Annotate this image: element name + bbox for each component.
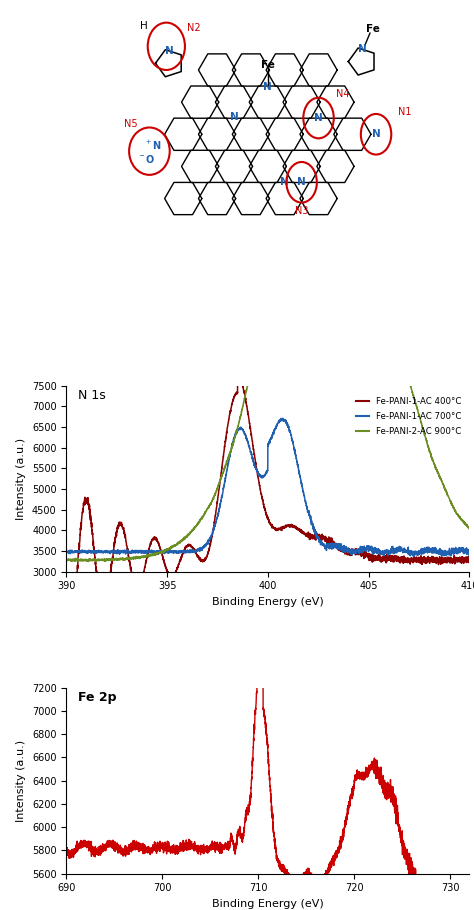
Text: H: H: [140, 21, 148, 31]
X-axis label: Binding Energy (eV): Binding Energy (eV): [212, 597, 324, 607]
Text: N1: N1: [398, 107, 411, 117]
Text: N: N: [372, 129, 381, 139]
Text: Fe 2p: Fe 2p: [78, 691, 117, 703]
Text: N: N: [314, 113, 323, 123]
Text: Fe: Fe: [366, 24, 380, 34]
Text: $^+$N: $^+$N: [145, 138, 163, 152]
Text: N: N: [165, 46, 174, 56]
Text: N3: N3: [295, 206, 309, 216]
Text: $^-$O: $^-$O: [137, 153, 155, 165]
Text: N4: N4: [336, 89, 350, 99]
Text: Fe: Fe: [261, 60, 275, 70]
Text: N: N: [280, 177, 289, 187]
Text: N: N: [297, 177, 306, 187]
Y-axis label: Intensity (a.u.): Intensity (a.u.): [16, 740, 27, 822]
Text: N: N: [229, 112, 238, 122]
X-axis label: Binding Energy (eV): Binding Energy (eV): [212, 899, 324, 909]
Text: N: N: [358, 44, 367, 54]
Text: N: N: [264, 82, 272, 92]
Text: N5: N5: [124, 119, 137, 129]
Text: N 1s: N 1s: [78, 389, 106, 401]
Legend: Fe-PANI-1-AC 400°C, Fe-PANI-1-AC 700°C, Fe-PANI-2-AC 900°C: Fe-PANI-1-AC 400°C, Fe-PANI-1-AC 700°C, …: [353, 393, 465, 440]
Y-axis label: Intensity (a.u.): Intensity (a.u.): [16, 438, 27, 520]
Text: N2: N2: [187, 23, 201, 33]
